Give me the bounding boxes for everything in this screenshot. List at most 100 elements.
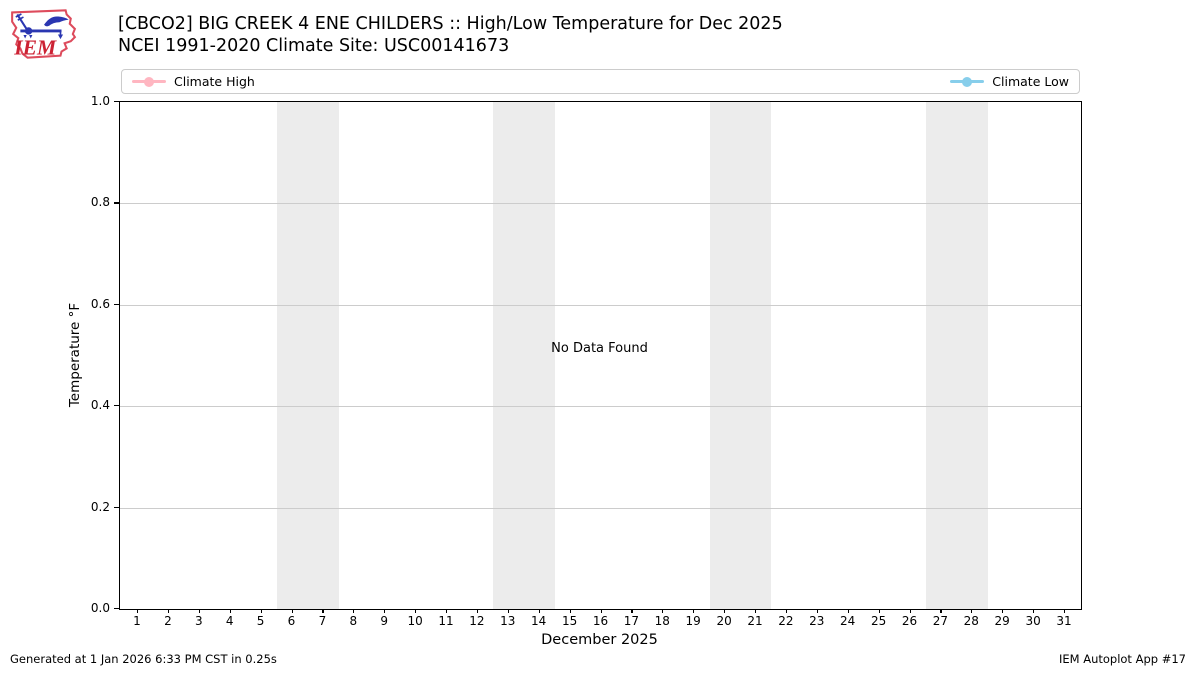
y-gridline	[120, 203, 1081, 205]
weekend-band	[277, 102, 339, 609]
chart-subtitle: NCEI 1991-2020 Climate Site: USC00141673	[118, 35, 510, 56]
x-tick-label: 2	[164, 614, 172, 628]
x-tick-mark	[538, 609, 540, 613]
x-tick-label: 13	[500, 614, 516, 628]
x-tick-label: 6	[287, 614, 296, 628]
legend-label-climate-low: Climate Low	[992, 74, 1069, 89]
x-tick-mark	[724, 609, 726, 613]
y-gridline	[120, 304, 1081, 306]
iem-logo: IEM	[11, 9, 77, 60]
plot-area	[119, 101, 1082, 610]
x-tick-mark	[1033, 609, 1035, 613]
generated-timestamp: Generated at 1 Jan 2026 6:33 PM CST in 0…	[10, 652, 277, 666]
x-tick-mark	[600, 609, 602, 613]
legend-entry-climate-low: Climate Low	[950, 74, 1069, 89]
x-tick-mark	[693, 609, 695, 613]
no-data-annotation: No Data Found	[551, 341, 648, 356]
x-tick-label: 1	[133, 614, 141, 628]
app-credit: IEM Autoplot App #17	[1058, 652, 1186, 666]
logo-text: IEM	[13, 36, 57, 60]
x-tick-label: 3	[194, 614, 203, 628]
y-tick-label: 0.6	[90, 296, 110, 311]
y-gridline	[120, 507, 1081, 509]
legend-entry-climate-high: Climate High	[132, 74, 255, 89]
x-tick-label: 28	[963, 614, 979, 628]
weekend-band	[709, 102, 772, 609]
y-tick-mark	[114, 608, 119, 610]
y-tick-mark	[114, 405, 119, 407]
x-tick-mark	[137, 609, 139, 613]
x-tick-mark	[229, 609, 231, 613]
weathervane-icon	[15, 13, 69, 40]
x-tick-mark	[909, 609, 911, 613]
x-tick-mark	[384, 609, 386, 613]
weekend-band	[925, 102, 988, 609]
legend-label-climate-high: Climate High	[174, 74, 255, 89]
y-tick-mark	[114, 506, 119, 508]
x-tick-label: 12	[469, 614, 485, 628]
x-tick-mark	[167, 609, 170, 613]
x-tick-mark	[1002, 609, 1004, 613]
x-tick-mark	[353, 609, 355, 613]
x-tick-label: 4	[225, 614, 234, 628]
legend: Climate High Climate Low	[121, 69, 1080, 94]
y-tick-mark	[114, 303, 119, 305]
climate-low-marker-icon	[950, 76, 985, 88]
x-tick-mark	[446, 609, 448, 613]
x-tick-mark	[415, 609, 417, 613]
y-gridline	[120, 406, 1081, 408]
x-tick-label: 8	[349, 614, 358, 628]
x-tick-label: 25	[870, 614, 887, 628]
x-tick-mark	[260, 609, 262, 613]
x-tick-label: 5	[256, 614, 265, 628]
x-tick-label: 11	[438, 614, 454, 628]
x-tick-label: 18	[654, 614, 670, 628]
x-tick-mark	[662, 609, 664, 613]
x-tick-label: 17	[623, 614, 640, 628]
x-axis-label: December 2025	[541, 632, 658, 648]
x-tick-mark	[198, 609, 200, 613]
y-axis-label: Temperature °F	[67, 302, 83, 408]
y-tick-label: 0.8	[90, 195, 110, 210]
y-tick-mark	[114, 202, 119, 204]
x-tick-mark	[816, 609, 818, 613]
x-tick-label: 26	[901, 614, 918, 628]
x-tick-mark	[1064, 609, 1066, 613]
climate-high-marker-icon	[132, 76, 166, 88]
y-tick-mark	[114, 101, 119, 103]
x-tick-mark	[569, 609, 571, 613]
x-tick-label: 22	[778, 614, 794, 628]
x-tick-label: 30	[1025, 614, 1041, 628]
x-tick-label: 29	[994, 614, 1010, 628]
x-tick-label: 10	[407, 614, 423, 628]
x-tick-label: 24	[840, 614, 856, 628]
chart-title: [CBCO2] BIG CREEK 4 ENE CHILDERS :: High…	[118, 14, 783, 34]
x-tick-mark	[476, 609, 479, 613]
x-tick-mark	[291, 609, 293, 613]
x-tick-label: 14	[531, 614, 547, 628]
x-tick-label: 20	[716, 614, 732, 628]
y-tick-label: 0.0	[90, 601, 110, 615]
x-tick-label: 23	[809, 614, 825, 628]
x-tick-mark	[755, 609, 757, 613]
y-tick-label: 0.2	[90, 499, 110, 514]
x-tick-label: 7	[318, 614, 327, 628]
x-tick-label: 21	[747, 614, 763, 628]
x-tick-mark	[322, 609, 324, 613]
x-tick-label: 27	[932, 614, 949, 628]
x-tick-label: 31	[1056, 614, 1072, 628]
x-tick-mark	[785, 609, 788, 613]
x-tick-mark	[631, 609, 633, 613]
x-tick-mark	[971, 609, 973, 613]
x-tick-label: 19	[685, 614, 701, 628]
y-tick-label: 1.0	[90, 94, 110, 108]
y-tick-label: 0.4	[90, 398, 110, 413]
x-tick-label: 15	[561, 614, 578, 628]
x-tick-mark	[847, 609, 849, 613]
x-tick-mark	[507, 609, 509, 613]
x-tick-mark	[940, 609, 942, 613]
x-tick-label: 16	[592, 614, 609, 628]
weekend-band	[493, 102, 556, 609]
x-tick-mark	[878, 609, 880, 613]
